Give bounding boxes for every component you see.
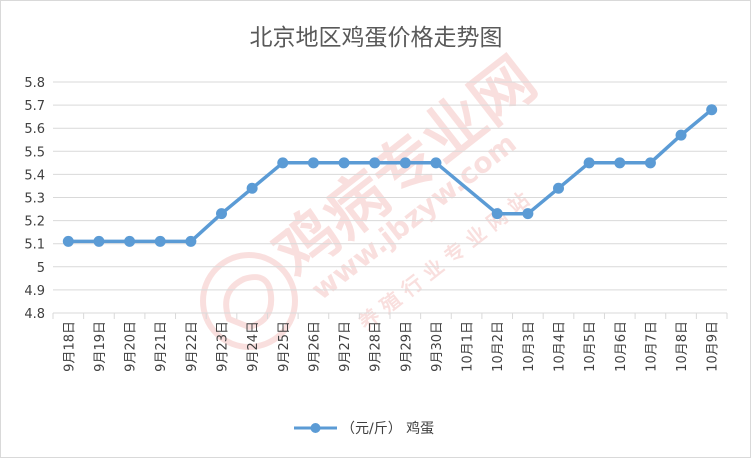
x-tick-label: 9月19日 — [93, 321, 108, 372]
x-tick-label: 9月27日 — [338, 321, 353, 372]
y-tick-label: 5.8 — [24, 76, 45, 91]
y-tick-label: 5.6 — [24, 122, 45, 137]
data-point — [369, 157, 381, 169]
x-tick-label: 10月3日 — [522, 321, 537, 372]
x-tick-label: 9月23日 — [216, 321, 231, 372]
data-point — [62, 235, 74, 247]
data-point — [307, 157, 319, 169]
data-point — [553, 182, 564, 194]
x-tick-label: 9月28日 — [369, 321, 384, 372]
data-point — [154, 235, 166, 247]
legend-label: （元/斤） 鸡蛋 — [341, 420, 434, 437]
data-point — [246, 182, 258, 194]
watermark: 鸡病专业网 www.jbzyw.com 养 殖 行 业 专 业 网 站 — [200, 42, 550, 350]
data-point — [185, 235, 197, 247]
y-tick-label: 5.4 — [24, 168, 45, 183]
x-tick-label: 9月25日 — [277, 321, 292, 372]
x-tick-label: 10月9日 — [706, 321, 721, 372]
x-tick-label: 9月20日 — [124, 321, 139, 372]
data-point — [675, 129, 687, 141]
x-tick-label: 9月26日 — [307, 321, 322, 372]
y-tick-label: 5 — [37, 261, 45, 276]
y-tick-label: 5.7 — [24, 99, 45, 114]
x-tick-label: 9月24日 — [246, 321, 261, 372]
y-tick-label: 5.2 — [24, 215, 45, 230]
x-tick-label: 10月1日 — [461, 321, 476, 372]
x-tick-label: 10月8日 — [675, 321, 690, 372]
x-tick-label: 9月18日 — [62, 321, 77, 372]
legend-marker-swatch — [310, 423, 321, 433]
data-point — [644, 157, 656, 169]
x-tick-label: 10月4日 — [553, 321, 568, 372]
data-point — [338, 157, 350, 169]
data-point — [124, 235, 136, 247]
data-point — [583, 157, 595, 169]
chart-title: 北京地区鸡蛋价格走势图 — [250, 25, 503, 51]
x-tick-label: 9月21日 — [154, 321, 169, 372]
legend: （元/斤） 鸡蛋 — [294, 420, 434, 437]
x-tick-label: 10月6日 — [614, 321, 629, 372]
gridlines — [53, 81, 727, 314]
y-tick-label: 5.5 — [24, 145, 45, 160]
data-point — [491, 208, 503, 220]
data-point — [430, 157, 442, 169]
x-tick-label: 9月29日 — [399, 321, 414, 372]
y-tick-label: 5.3 — [24, 192, 45, 207]
y-tick-label: 4.9 — [24, 284, 45, 299]
data-point — [216, 208, 227, 220]
watermark-logo-icon — [200, 252, 298, 350]
x-tick-label: 9月30日 — [430, 321, 445, 372]
y-axis-ticks: 4.8 4.9 5 5.1 5.2 5.3 5.4 5.5 5.6 5.7 5.8 — [24, 76, 45, 322]
data-point — [706, 104, 718, 116]
data-point — [522, 208, 534, 220]
data-point — [399, 157, 411, 169]
y-tick-label: 5.1 — [24, 238, 45, 253]
x-tick-label: 10月2日 — [491, 321, 506, 372]
x-tick-label: 10月5日 — [583, 321, 598, 372]
y-tick-label: 4.8 — [24, 307, 45, 322]
x-tick-label: 9月22日 — [185, 321, 200, 372]
data-point — [93, 235, 105, 247]
data-point — [614, 157, 626, 169]
x-axis-ticks: 9月18日 9月19日 9月20日 9月21日 9月22日 9月23日 9月24日 9月25日… — [52, 313, 728, 372]
series-layer — [62, 104, 718, 247]
data-point — [277, 157, 289, 169]
x-tick-label: 10月7日 — [644, 321, 659, 372]
